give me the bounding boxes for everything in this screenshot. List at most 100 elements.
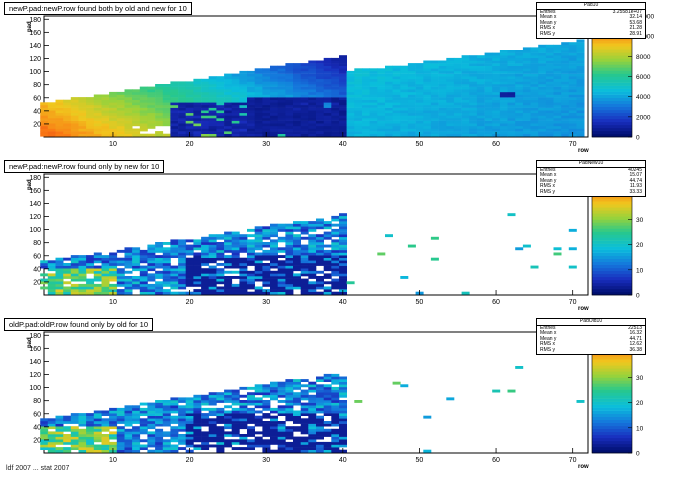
heatmap-cell [538, 57, 547, 61]
heatmap-cell [224, 283, 233, 287]
heatmap-cell [109, 112, 118, 116]
heatmap-cell [553, 131, 562, 134]
heatmap-cell [147, 255, 156, 258]
heatmap-cell [254, 423, 263, 427]
heatmap-cell [293, 112, 301, 116]
heatmap-cell [323, 76, 332, 80]
heatmap-cell [270, 441, 278, 445]
heatmap-cell [132, 268, 141, 272]
heatmap-cell [116, 257, 125, 261]
heatmap-cell [224, 392, 233, 396]
heatmap-cell [392, 68, 401, 72]
heatmap-cell [323, 410, 332, 414]
heatmap-cell [124, 133, 133, 137]
heatmap-cell [93, 415, 102, 419]
heatmap-cell [224, 99, 233, 103]
heatmap-cell [270, 436, 278, 440]
heatmap-cell [193, 421, 202, 424]
heatmap-cell [492, 57, 501, 61]
heatmap-cell [545, 97, 554, 100]
heatmap-cell [407, 244, 416, 248]
heatmap-cell [561, 52, 570, 56]
heatmap-cell [70, 276, 79, 279]
heatmap-cell [239, 273, 248, 277]
heatmap-cell [201, 81, 210, 85]
heatmap-cell [553, 118, 562, 121]
heatmap-cell [170, 273, 179, 277]
heatmap-cell [224, 231, 233, 235]
heatmap-cell [124, 413, 133, 416]
heatmap-cell [499, 123, 508, 127]
heatmap-cell [553, 78, 562, 82]
heatmap-cell [515, 50, 524, 53]
heatmap-cell [155, 91, 164, 95]
heatmap-cell [385, 89, 393, 93]
heatmap-cell [331, 418, 340, 422]
stats-rms-y: 28.91 [629, 30, 642, 37]
color-bar-segment [592, 115, 632, 120]
heatmap-cell [430, 84, 439, 87]
heatmap-cell [155, 265, 164, 269]
heatmap-cell [155, 131, 164, 134]
heatmap-cell [308, 249, 317, 253]
heatmap-cell [262, 99, 271, 103]
heatmap-cell [293, 400, 301, 403]
heatmap-cell [323, 226, 332, 230]
heatmap-cell [216, 78, 225, 82]
heatmap-cell [461, 81, 470, 85]
heatmap-cell [300, 407, 309, 411]
heatmap-cell [185, 118, 194, 121]
stats-rms-x: 21.28 [629, 25, 642, 32]
heatmap-cell [492, 84, 501, 87]
heatmap-cell [339, 415, 347, 419]
heatmap-cell [507, 112, 516, 116]
heatmap-cell [208, 105, 217, 108]
heatmap-cell [193, 118, 202, 121]
heatmap-cell [178, 99, 187, 103]
heatmap-cell [147, 415, 156, 419]
heatmap-cell [277, 436, 286, 440]
heatmap-cell [339, 123, 347, 127]
heatmap-cell [254, 228, 263, 232]
heatmap-cell [254, 431, 263, 435]
stats-mean-x-label: Mean x [540, 330, 557, 337]
heatmap-cell [568, 52, 577, 56]
heatmap-cell [254, 257, 263, 261]
heatmap-cell [484, 120, 493, 124]
heatmap-cell [293, 260, 301, 264]
heatmap-cell [270, 428, 278, 432]
heatmap-cell [568, 110, 577, 114]
heatmap-cell [55, 273, 64, 277]
heatmap-cell [300, 247, 309, 251]
heatmap-cell [262, 278, 271, 282]
heatmap-cell [293, 234, 301, 238]
heatmap-cell [185, 423, 194, 427]
heatmap-cell [116, 431, 125, 435]
stats-mean-y: 44.71 [629, 335, 642, 342]
heatmap-cell [224, 123, 233, 127]
heatmap-cell [116, 278, 125, 282]
heatmap-cell [507, 70, 516, 74]
heatmap-cell [415, 99, 424, 103]
heatmap-cell [139, 439, 148, 443]
heatmap-cell [285, 234, 294, 238]
heatmap-cell [331, 63, 340, 66]
heatmap-cell [208, 76, 217, 80]
heatmap-cell [300, 63, 309, 66]
heatmap-cell [47, 436, 56, 440]
heatmap-cell [277, 255, 286, 258]
heatmap-cell [201, 283, 210, 287]
heatmap-cell [193, 418, 202, 422]
heatmap-cell [362, 133, 370, 137]
heatmap-cell [484, 91, 493, 95]
heatmap-cell [430, 89, 439, 93]
heatmap-cell [277, 426, 286, 430]
heatmap-cell [377, 86, 386, 90]
heatmap-cell [538, 60, 547, 64]
heatmap-cell [407, 97, 416, 100]
heatmap-cell [323, 60, 332, 64]
heatmap-cell [561, 70, 570, 74]
heatmap-cell [139, 426, 148, 430]
heatmap-cell [293, 449, 301, 453]
heatmap-cell [331, 413, 340, 416]
